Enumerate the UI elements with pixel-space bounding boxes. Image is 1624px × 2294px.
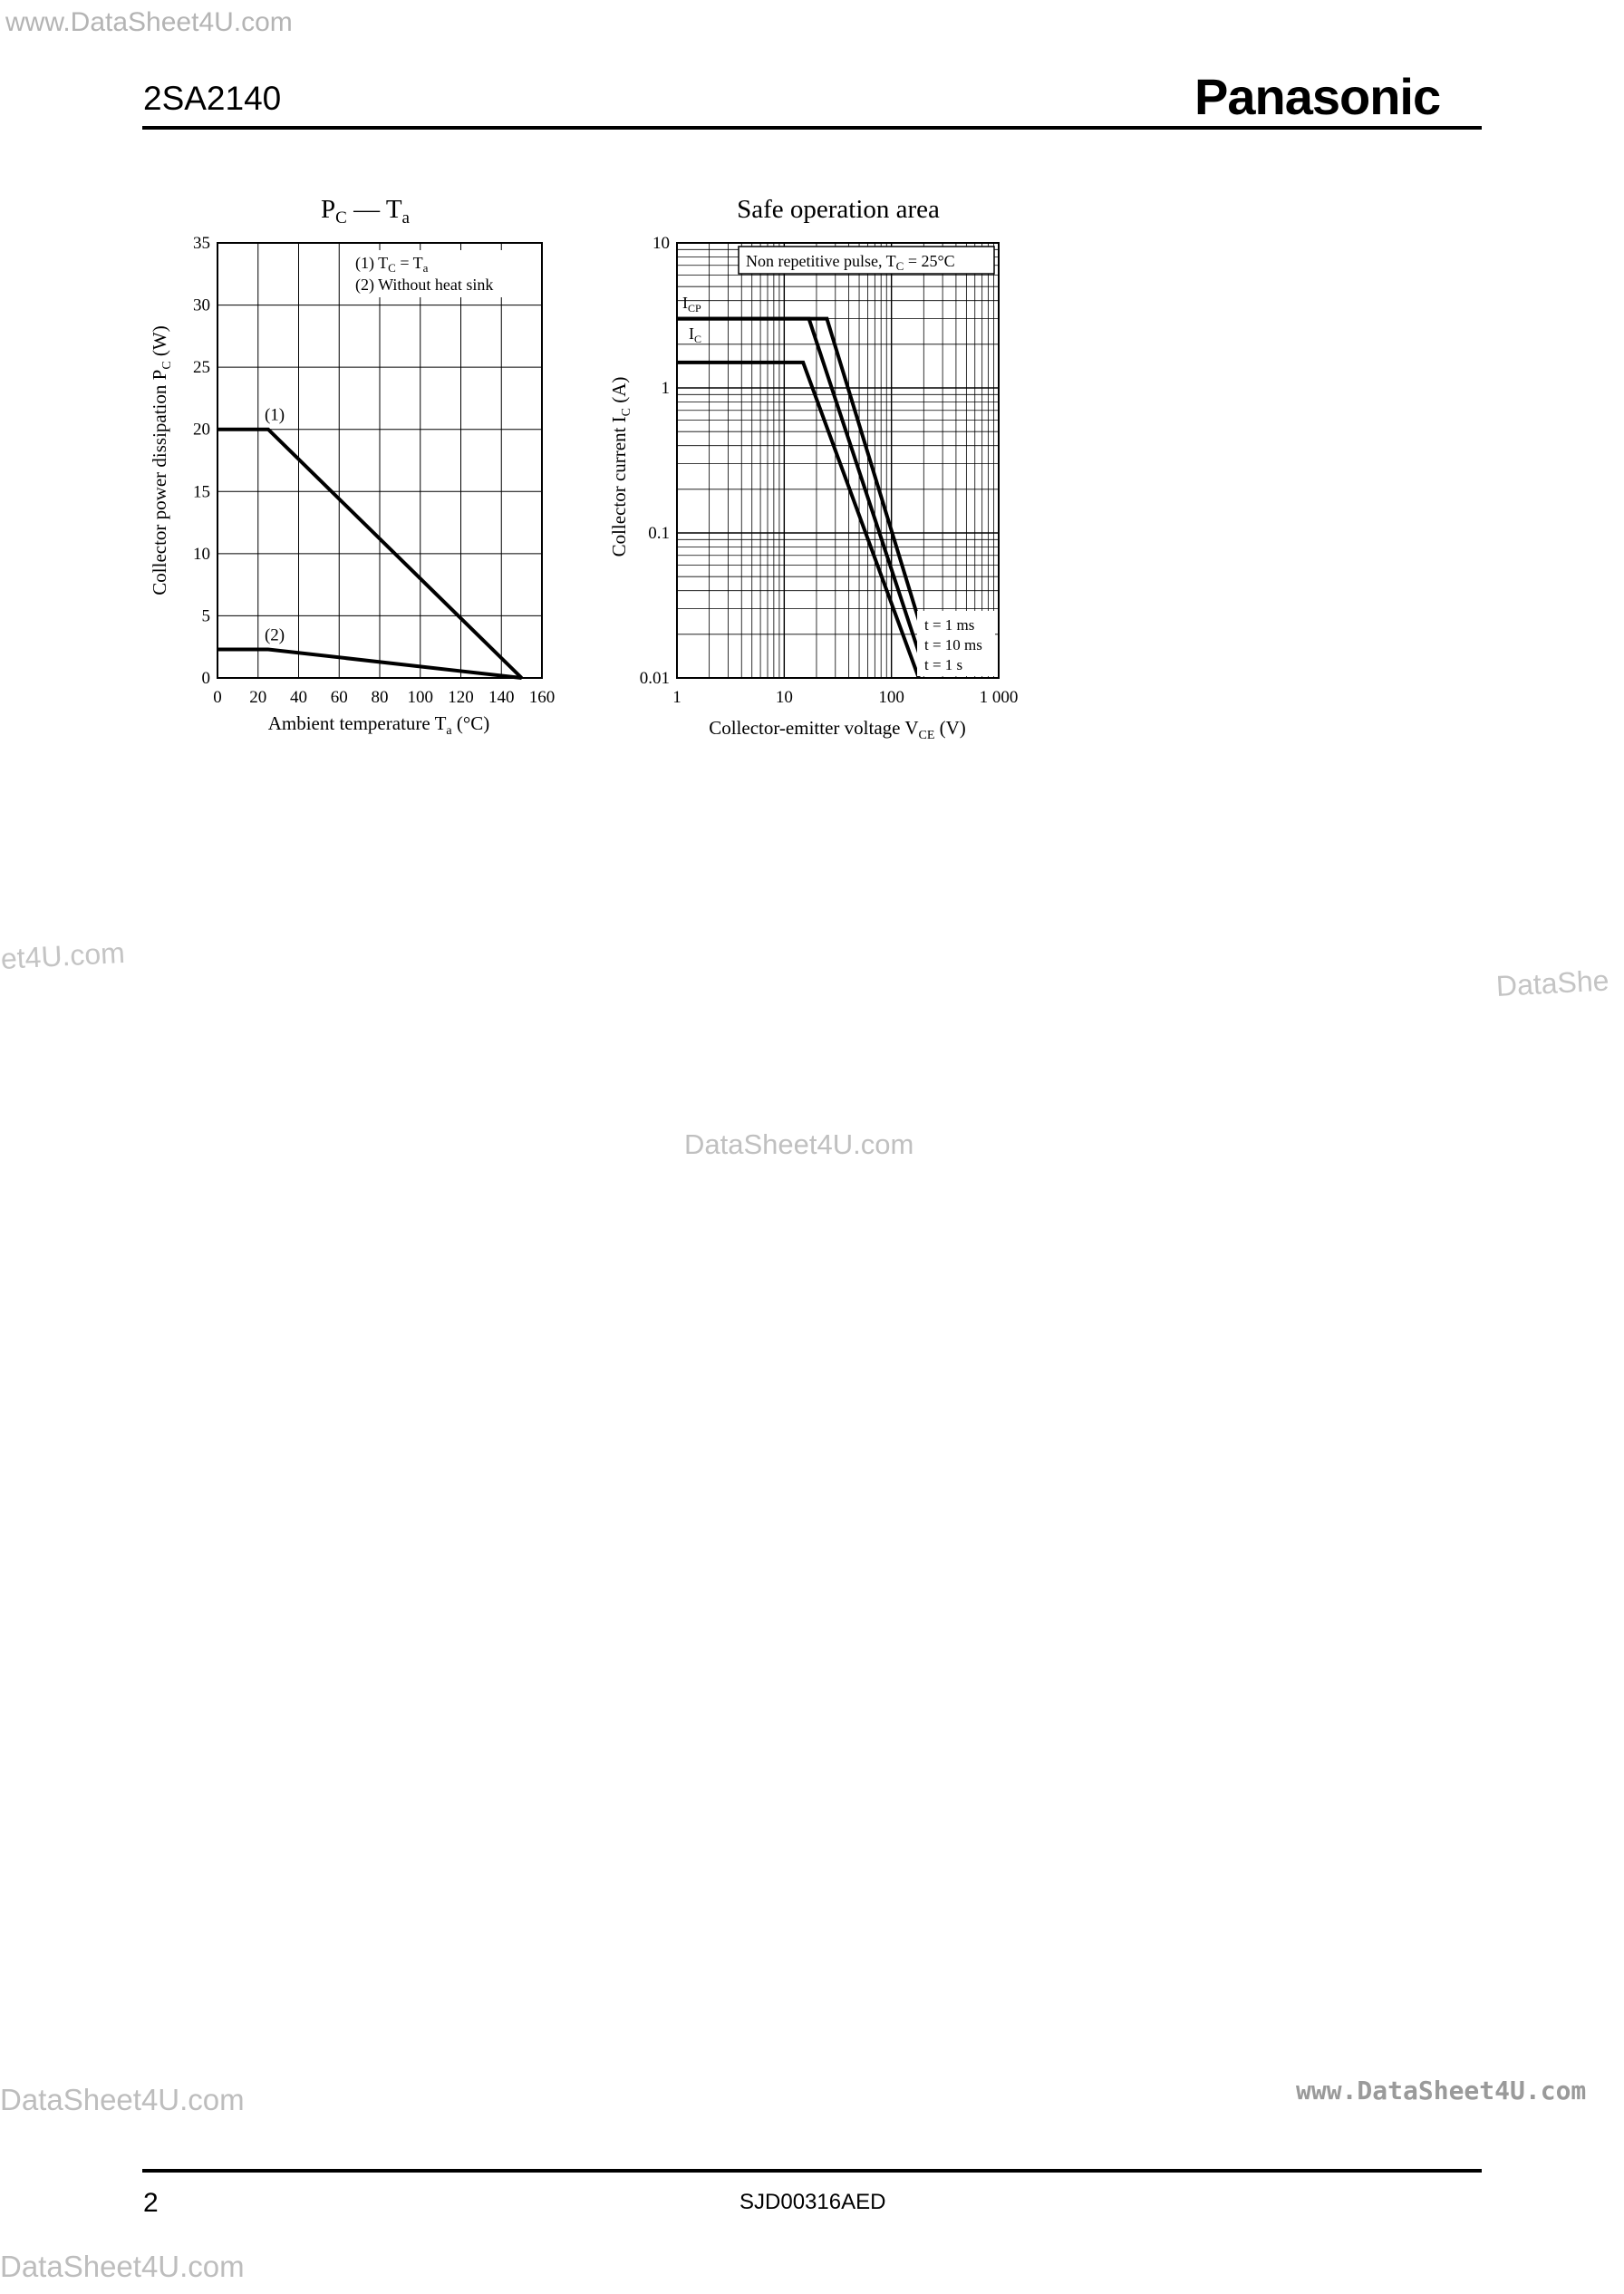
soa-icp-label: ICP: [682, 294, 701, 315]
watermark-bottom-left: DataSheet4U.com: [0, 2083, 245, 2116]
pc-ta-series-label: (2): [265, 625, 285, 644]
soa-ytick-label: 0.01: [640, 669, 670, 688]
pc-ta-ytick-label: 25: [193, 358, 210, 377]
pc-ta-legend-2: (2) Without heat sink: [355, 276, 493, 295]
soa-xtick-label: 10: [776, 688, 793, 707]
soa-xlabel: Collector-emitter voltage VCE (V): [709, 717, 966, 742]
pc-ta-legend-1: (1) TC = Ta: [355, 254, 429, 275]
soa-legend-entry: t = 1 ms: [924, 616, 974, 634]
pc-ta-xtick-label: 120: [448, 688, 474, 707]
soa-annotation: Non repetitive pulse, TC = 25°C: [746, 252, 955, 273]
soa-ic-label: IC: [689, 324, 701, 345]
watermark-bottom: DataSheet4U.com: [0, 2250, 245, 2283]
pc-ta-plot-frame: [217, 242, 543, 679]
pc-ta-legend-background: [349, 250, 526, 297]
soa-chart: Safe operation area 1 10 100 1 000 0.01 0.1 1 1…: [608, 195, 1018, 742]
page-number: 2: [143, 2188, 159, 2218]
pc-ta-chart: PC — Ta 0 20 40 60 80 100 120 140 160 0 5 10 15 20 25 3…: [149, 195, 555, 738]
footer-rule: [142, 2169, 1482, 2173]
soa-legend-entry: t = 10 ms: [924, 636, 982, 653]
pc-ta-ytick-label: 35: [193, 234, 210, 253]
watermark-left: et4U.com: [0, 935, 126, 975]
soa-series-line: [677, 360, 921, 679]
pc-ta-xtick-label: 40: [290, 688, 307, 707]
pc-ta-xtick-label: 60: [331, 688, 348, 707]
watermark-right: DataShe: [1495, 963, 1610, 1002]
soa-xtick-label: 1 000: [980, 688, 1019, 707]
pc-ta-series-line: [218, 647, 522, 680]
soa-xtick-label: 100: [878, 688, 904, 707]
part-number: 2SA2140: [143, 80, 282, 117]
soa-ytick-label: 1: [662, 379, 671, 398]
pc-ta-xtick-label: 80: [372, 688, 389, 707]
pc-ta-xtick-label: 100: [408, 688, 434, 707]
brand-logo: Panasonic: [1194, 68, 1441, 125]
soa-series-line: [677, 316, 921, 653]
pc-ta-ytick-label: 15: [193, 482, 210, 501]
pc-ta-xtick-label: 140: [488, 688, 515, 707]
soa-ytick-label: 10: [652, 234, 670, 253]
pc-ta-ytick-label: 10: [193, 545, 210, 564]
soa-xtick-label: 1: [672, 688, 682, 707]
pc-ta-series-label: (1): [265, 406, 285, 425]
soa-ytick-label: 0.1: [648, 524, 670, 543]
pc-ta-xtick-label: 0: [213, 688, 222, 707]
watermark-center: DataSheet4U.com: [684, 1128, 914, 1160]
pc-ta-ylabel: Collector power dissipation PC (W): [149, 325, 174, 595]
soa-title: Safe operation area: [737, 195, 940, 224]
pc-ta-ytick-label: 30: [193, 296, 210, 315]
soa-plot-frame: [676, 242, 1000, 679]
pc-ta-xtick-label: 160: [529, 688, 556, 707]
pc-ta-xtick-label: 20: [249, 688, 266, 707]
pc-ta-series-line: [218, 427, 524, 680]
pc-ta-ytick-label: 0: [202, 669, 211, 688]
soa-annotation-box: [738, 246, 995, 275]
pc-ta-xlabel: Ambient temperature Ta (°C): [268, 712, 490, 738]
soa-legend-background: [917, 611, 995, 676]
pc-ta-title: PC — Ta: [321, 195, 411, 227]
soa-legend-entry: t = 1 s: [924, 656, 962, 673]
header-rule: [142, 126, 1482, 130]
pc-ta-ytick-label: 20: [193, 421, 210, 440]
watermark-bottom-right: www.DataSheet4U.com: [1296, 2076, 1587, 2105]
watermark-top: www.DataSheet4U.com: [5, 7, 293, 37]
pc-ta-ytick-label: 5: [202, 606, 211, 625]
document-code: SJD00316AED: [740, 2190, 886, 2214]
soa-ylabel: Collector current IC (A): [608, 377, 633, 557]
